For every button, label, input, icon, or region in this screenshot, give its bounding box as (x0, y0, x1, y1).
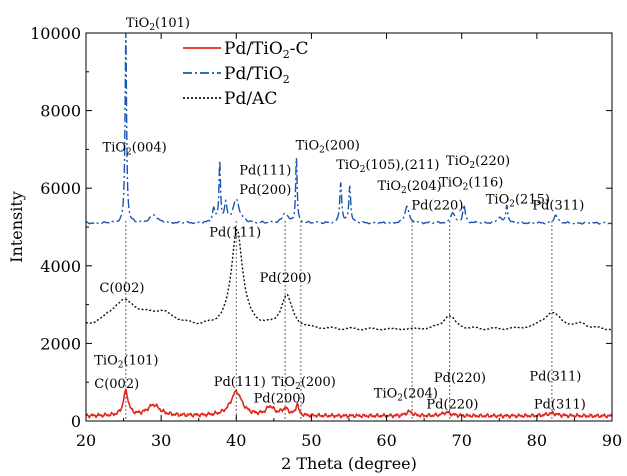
peak-label-19: Pd(111) (214, 375, 266, 390)
peak-label-3: TiO2(200) (296, 138, 360, 155)
ticks: 20 30 40 50 60 70 80 90 0 2000 4000 6000 8000 10000 (30, 24, 622, 450)
y-tick-label: 0 (71, 412, 81, 431)
peak-label-15: Pd(220) (434, 371, 486, 386)
plot-frame (85, 32, 613, 422)
peak-label-12: Pd(111) (209, 226, 261, 241)
legend-label-0: Pd/TiO2-C (224, 39, 309, 61)
y-axis-title: Intensity (7, 191, 26, 263)
x-tick-label: 60 (376, 431, 396, 450)
peak-label-13: C(002) (100, 281, 145, 296)
series-line-0 (85, 387, 613, 420)
x-tick-label: 70 (452, 431, 472, 450)
y-tick-label: 8000 (40, 102, 81, 121)
legend-label-1: Pd/TiO2 (224, 64, 290, 86)
peak-label-23: Pd(220) (426, 398, 478, 413)
peak-label-24: Pd(311) (534, 398, 586, 413)
peak-label-21: Pd(200) (254, 391, 306, 406)
y-tick-label: 2000 (40, 334, 81, 353)
x-tick-label: 20 (76, 431, 96, 450)
y-tick-label: 4000 (40, 257, 81, 276)
peak-label-5: TiO2(105),(211) (336, 158, 439, 175)
axes (85, 32, 613, 422)
peak-label-1: TiO2(004) (103, 140, 167, 157)
peak-label-14: Pd(200) (260, 271, 312, 286)
peak-label-8: TiO2(220) (446, 154, 510, 171)
peak-label-9: TiO2(116) (439, 175, 503, 192)
series-layer (85, 32, 613, 420)
peak-label-16: Pd(311) (529, 369, 581, 384)
peak-label-0: TiO2(101) (126, 16, 190, 33)
peak-annotations: TiO2(101)TiO2(004)Pd(111)TiO2(200)Pd(200… (94, 16, 586, 412)
x-tick-label: 80 (527, 431, 547, 450)
peak-label-7: Pd(220) (411, 199, 463, 214)
legend: Pd/TiO2-C Pd/TiO2 Pd/AC (183, 39, 309, 109)
x-tick-label: 90 (602, 431, 622, 450)
peak-label-22: TiO2(204) (374, 387, 438, 404)
peak-label-18: C(002) (94, 377, 139, 392)
peak-label-2: Pd(111) (239, 164, 291, 179)
x-tick-label: 30 (151, 431, 171, 450)
y-tick-label: 6000 (40, 179, 81, 198)
x-axis-title: 2 Theta (degree) (281, 454, 417, 473)
peak-label-17: TiO2(101) (94, 354, 158, 371)
peak-label-10: TiO2(215) (486, 193, 550, 210)
peak-label-20: TiO2(200) (272, 375, 336, 392)
series-line-1 (85, 32, 613, 225)
reference-lines (125, 221, 553, 421)
legend-label-2: Pd/AC (224, 89, 277, 109)
peak-label-4: Pd(200) (239, 183, 291, 198)
y-tick-label: 10000 (30, 24, 81, 43)
series-line-2 (85, 228, 613, 331)
x-tick-label: 40 (226, 431, 246, 450)
peak-label-11: Pd(311) (532, 199, 584, 214)
peak-label-6: TiO2(204) (378, 179, 442, 196)
x-tick-label: 50 (301, 431, 321, 450)
